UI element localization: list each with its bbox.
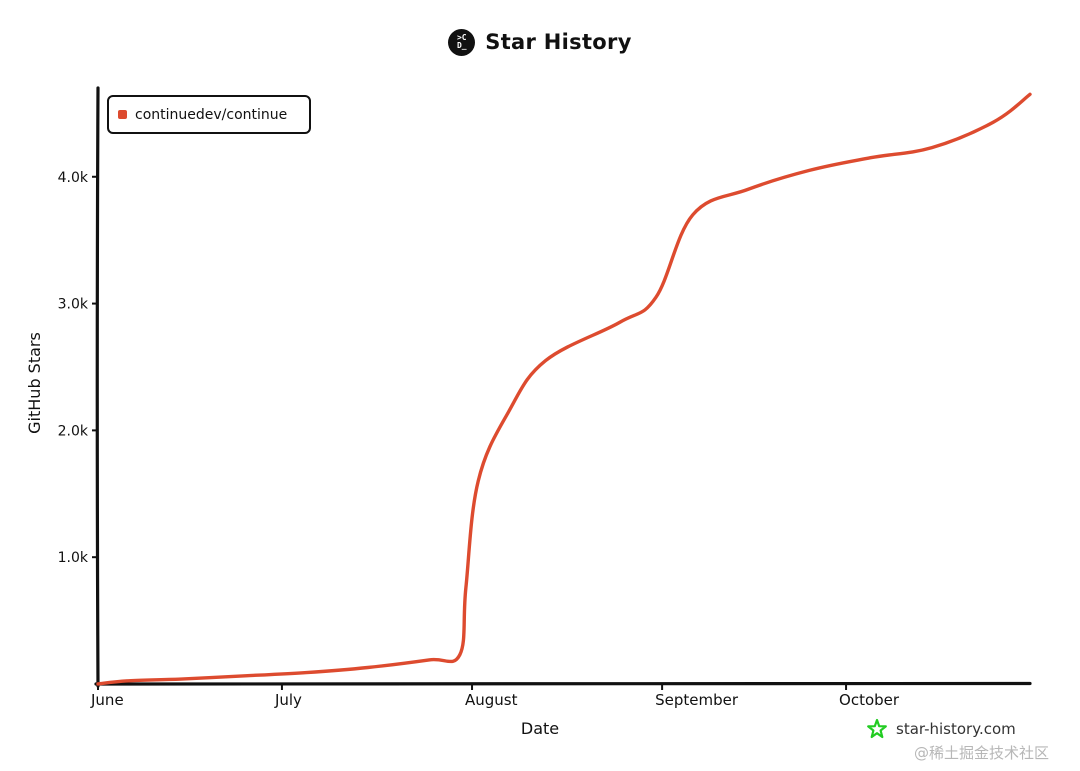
y-tick-label: 3.0k	[58, 297, 89, 313]
y-axis-ticks: 1.0k 2.0k 3.0k 4.0k	[58, 170, 98, 566]
series-line-continuedev-continue	[96, 92, 1032, 686]
star-history-logo-icon: >C D_	[448, 28, 476, 56]
x-axis-ticks: June July August September October	[90, 684, 900, 709]
watermark: @稀土掘金技术社区	[914, 744, 1050, 762]
series-layer	[96, 92, 1032, 686]
x-tick-label: July	[274, 691, 302, 709]
legend-swatch	[118, 110, 127, 119]
star-icon	[867, 718, 887, 739]
logo-text: >C D_	[456, 33, 467, 50]
x-axis-label: Date	[521, 719, 559, 738]
x-tick-label: August	[465, 691, 518, 709]
chart-title: Star History	[485, 30, 632, 54]
legend-label: continuedev/continue	[135, 106, 288, 123]
brand-footer: star-history.com	[866, 716, 1016, 742]
x-axis-line	[94, 681, 1032, 687]
brand-text: star-history.com	[896, 720, 1016, 738]
chart-axes	[94, 86, 1032, 688]
y-tick-label: 1.0k	[58, 550, 89, 566]
y-axis-line	[95, 86, 100, 688]
chart-header: >C D_ Star History	[0, 22, 1080, 62]
x-tick-label: June	[90, 691, 124, 709]
y-tick-label: 2.0k	[58, 423, 89, 439]
chart-legend: continuedev/continue	[107, 95, 311, 134]
y-axis-label: GitHub Stars	[25, 332, 44, 434]
y-tick-label: 4.0k	[58, 170, 89, 186]
x-tick-label: October	[839, 691, 900, 709]
x-tick-label: September	[655, 691, 739, 709]
